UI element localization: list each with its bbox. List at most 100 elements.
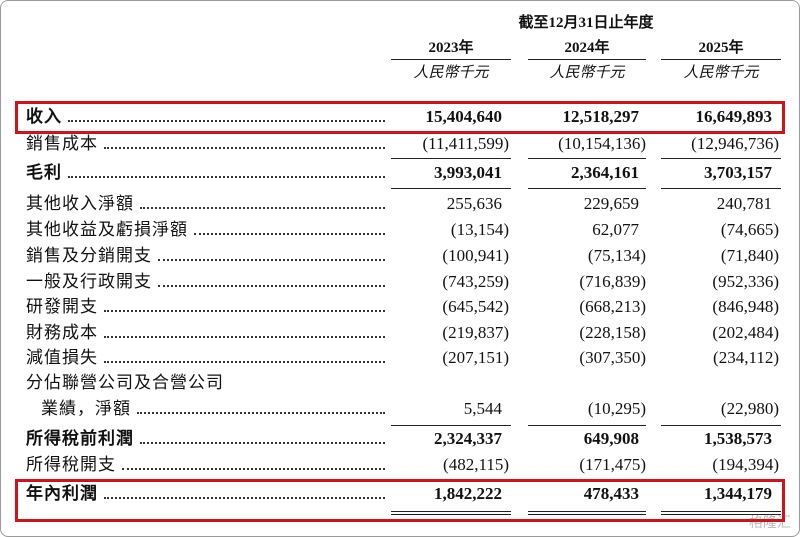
label-text: 銷售成本 <box>26 134 98 153</box>
double-rule <box>661 511 781 512</box>
value-cell: (716,839) <box>579 272 646 291</box>
dot-leader <box>158 259 385 261</box>
dot-leader <box>194 233 385 235</box>
double-rule <box>661 514 781 515</box>
value-cell: (171,475) <box>579 455 646 474</box>
value-cell: (202,484) <box>712 323 779 342</box>
sum-rule <box>661 425 781 426</box>
dot-leader <box>104 310 385 312</box>
value-cell: (219,837) <box>442 323 509 342</box>
sum-rule <box>528 188 646 189</box>
value-cell: 255,636 <box>446 194 502 213</box>
dot-leader <box>122 468 385 470</box>
sum-rule <box>391 188 511 189</box>
value-cell: 16,649,893 <box>695 107 773 126</box>
value-cell: (11,411,599) <box>422 134 509 153</box>
header-rule <box>391 59 511 60</box>
value-cell: (207,151) <box>442 348 509 367</box>
value-cell: (307,350) <box>579 348 646 367</box>
label-text: 其他收入淨額 <box>26 194 134 213</box>
label-text: 所得稅前利潤 <box>26 429 134 448</box>
row-label: 其他收益及虧損淨額 <box>26 220 389 240</box>
label-text: 其他收益及虧損淨額 <box>26 220 188 239</box>
highlight-box <box>15 479 785 522</box>
label-text: 毛利 <box>26 163 62 182</box>
value-cell: (194,394) <box>712 455 779 474</box>
unit-header: 人民幣千元 <box>549 65 625 81</box>
label-text: 一般及行政開支 <box>26 272 152 291</box>
double-rule <box>528 511 646 512</box>
row-label: 一般及行政開支 <box>26 272 389 292</box>
value-cell: 1,842,222 <box>434 484 502 503</box>
year-header: 2023年 <box>428 40 474 56</box>
label-text: 所得稅開支 <box>26 455 116 474</box>
row-label: 所得稅開支 <box>26 455 389 475</box>
label-text: 減值損失 <box>26 348 98 367</box>
value-cell: (482,115) <box>443 455 509 474</box>
sum-rule <box>391 158 511 159</box>
label-text: 業績，淨額 <box>41 399 131 418</box>
value-cell: (75,134) <box>587 246 646 265</box>
row-label: 財務成本 <box>26 323 389 343</box>
value-cell: (12,946,736) <box>691 134 779 153</box>
dot-leader <box>68 176 385 178</box>
value-cell: (952,336) <box>712 272 779 291</box>
value-cell: 15,404,640 <box>425 107 503 126</box>
dot-leader <box>104 497 385 499</box>
year-header: 2025年 <box>698 40 744 56</box>
row-label: 減值損失 <box>26 348 389 368</box>
value-cell: 2,364,161 <box>571 163 639 182</box>
value-cell: (10,295) <box>587 399 646 418</box>
value-cell: (13,154) <box>450 220 509 239</box>
label-text: 研發開支 <box>26 297 98 316</box>
dot-leader <box>140 207 385 209</box>
row-label: 銷售成本 <box>26 134 389 154</box>
value-cell: (10,154,136) <box>558 134 646 153</box>
header-rule <box>528 59 646 60</box>
value-cell: 1,538,573 <box>704 429 772 448</box>
row-label: 業績，淨額 <box>41 399 389 419</box>
value-cell: 12,518,297 <box>562 107 640 126</box>
value-cell: 478,433 <box>583 484 639 503</box>
value-cell: (846,948) <box>712 297 779 316</box>
double-rule <box>391 511 511 512</box>
value-cell: (645,542) <box>442 297 509 316</box>
value-cell: 5,544 <box>463 399 502 418</box>
dot-leader <box>68 120 385 122</box>
row-label: 銷售及分銷開支 <box>26 246 389 266</box>
value-cell: (743,259) <box>442 272 509 291</box>
label-text: 年內利潤 <box>26 484 98 503</box>
sum-rule <box>528 425 646 426</box>
value-cell: (100,941) <box>442 246 509 265</box>
dot-leader <box>158 285 385 287</box>
header-rule <box>661 59 781 60</box>
dot-leader <box>104 361 385 363</box>
dot-leader <box>104 147 385 149</box>
label-text: 財務成本 <box>26 323 98 342</box>
value-cell: 649,908 <box>583 429 639 448</box>
dot-leader <box>104 336 385 338</box>
row-label: 其他收入淨額 <box>26 194 389 214</box>
row-label: 所得稅前利潤 <box>26 429 389 449</box>
value-cell: 229,659 <box>583 194 639 213</box>
label-text: 銷售及分銷開支 <box>26 246 152 265</box>
double-rule <box>391 514 511 515</box>
value-cell: 3,993,041 <box>434 163 502 182</box>
row-label: 毛利 <box>26 163 389 183</box>
value-cell: (668,213) <box>579 297 646 316</box>
value-cell: 1,344,179 <box>704 484 772 503</box>
row-label: 研發開支 <box>26 297 389 317</box>
value-cell: (74,665) <box>720 220 779 239</box>
dot-leader <box>137 412 385 414</box>
unit-header: 人民幣千元 <box>413 65 489 81</box>
value-cell: (22,980) <box>720 399 779 418</box>
value-cell: (234,112) <box>713 348 779 367</box>
value-cell: 62,077 <box>592 220 639 239</box>
year-header: 2024年 <box>564 40 610 56</box>
unit-header: 人民幣千元 <box>683 65 759 81</box>
sum-rule <box>661 188 781 189</box>
value-cell: (228,158) <box>579 323 646 342</box>
row-label: 年內利潤 <box>26 484 389 504</box>
row-label: 分佔聯營公司及合營公司 <box>26 373 224 392</box>
